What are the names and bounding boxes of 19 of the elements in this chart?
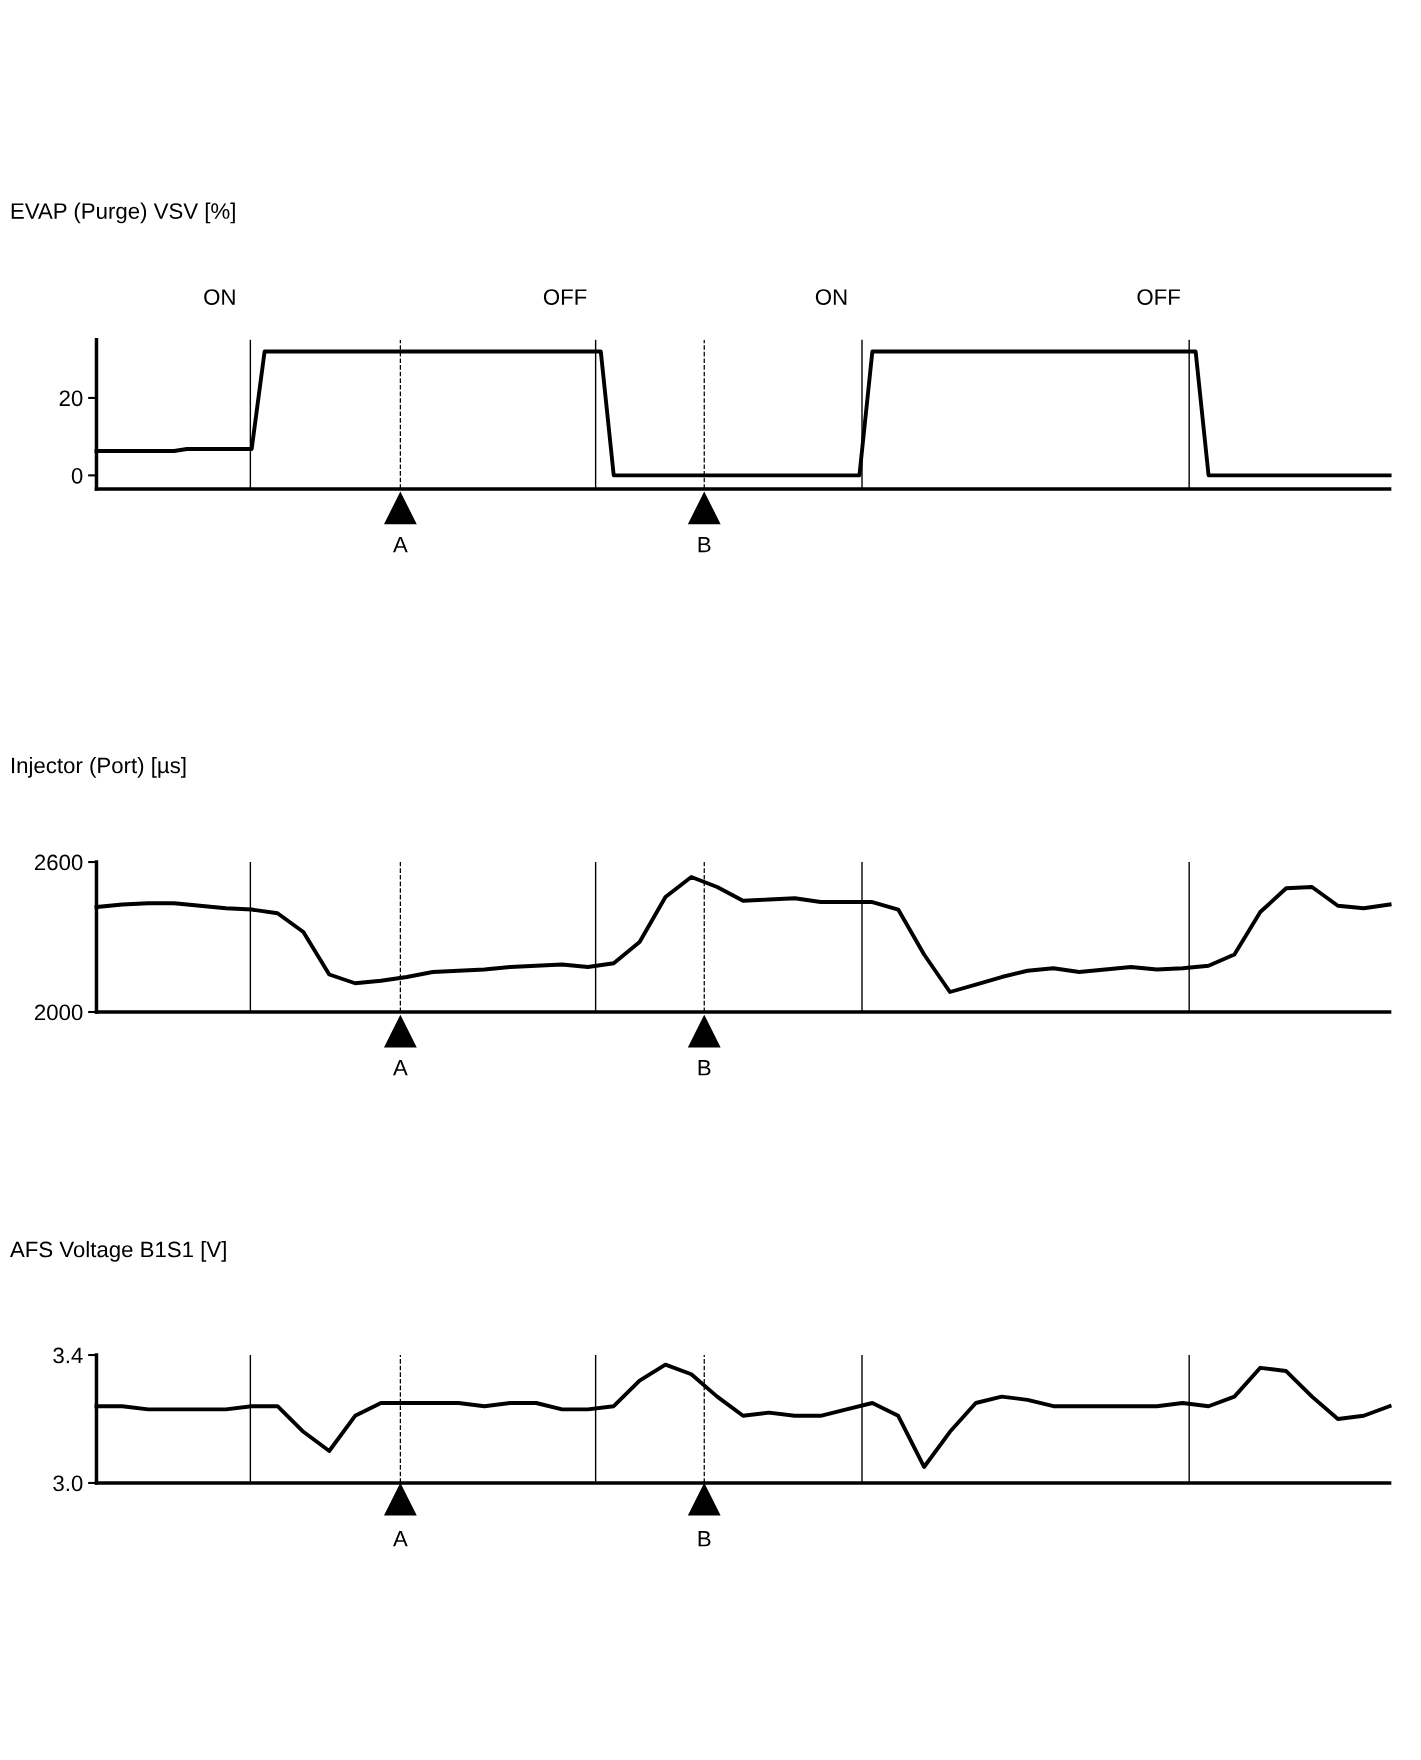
text: ON [204,289,235,305]
y-tick-label: 3.4 [53,1347,83,1364]
text: B [698,536,711,553]
text: B [698,1060,711,1076]
chart-title: EVAP (Purge) VSV [%] [11,202,235,224]
text: ON [815,289,847,305]
text: A [393,1060,408,1076]
text: B [698,1531,711,1547]
y-tick-label: 2600 [34,854,83,871]
y-tick-label: 2000 [34,1004,83,1021]
text: A [393,536,408,553]
chart-title: Injector (Port) [µs] [12,757,186,778]
text: OFF [543,289,587,305]
y-tick-label: 3.0 [53,1475,83,1492]
text: OFF [1137,289,1180,305]
y-tick-label: 20 [59,390,83,407]
chart-title: AFS Voltage B1S1 [V] [9,1241,226,1262]
text: A [393,1531,408,1547]
y-tick-label: 0 [71,467,83,484]
